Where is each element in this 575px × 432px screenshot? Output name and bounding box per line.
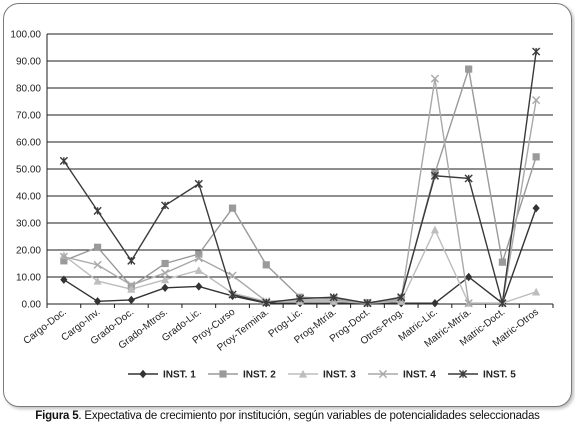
data-point <box>430 171 440 180</box>
data-point <box>465 65 473 73</box>
legend-label: INST. 3 <box>323 370 356 381</box>
data-point <box>195 250 203 258</box>
data-point <box>363 299 372 308</box>
y-tick-label: 90.00 <box>16 57 41 68</box>
caption-text: . Expectativa de crecimiento por institu… <box>78 410 540 422</box>
grid-lines <box>47 33 553 305</box>
data-point <box>431 298 439 308</box>
data-point <box>532 203 540 213</box>
data-point <box>262 298 271 307</box>
data-point <box>160 268 170 278</box>
data-point <box>160 201 170 210</box>
data-point <box>127 295 135 305</box>
data-point <box>194 179 203 188</box>
series-4 <box>59 74 541 308</box>
data-point <box>532 96 541 105</box>
data-point <box>160 275 170 284</box>
data-point <box>295 294 305 303</box>
line-chart: 0.00 10.00 20.00 30.00 40.00 50.00 60.00 70.00 8… <box>10 30 554 381</box>
legend-label: INST. 5 <box>483 370 516 381</box>
data-point <box>194 266 203 274</box>
legend-marker <box>298 369 308 378</box>
data-point <box>498 258 506 266</box>
data-point <box>59 156 68 165</box>
data-point <box>464 174 473 183</box>
y-tick-label: 0.00 <box>22 300 42 311</box>
data-point <box>397 293 406 302</box>
series-2 <box>60 65 540 307</box>
data-point <box>195 282 203 291</box>
data-point <box>59 252 68 261</box>
data-point <box>498 299 507 308</box>
legend-marker <box>139 369 147 379</box>
legend-item: INST. 2 <box>208 370 276 381</box>
series-5 <box>59 47 541 308</box>
legend-item: INST. 1 <box>128 370 196 381</box>
legend-label: INST. 1 <box>163 370 196 381</box>
data-point <box>161 283 169 292</box>
data-point <box>93 276 102 285</box>
legend-marker <box>219 370 227 378</box>
chart-frame <box>3 3 572 407</box>
legend-label: INST. 2 <box>243 370 276 381</box>
y-tick-label: 50.00 <box>16 165 41 176</box>
data-point <box>329 293 338 302</box>
legend-marker <box>378 369 388 379</box>
data-point <box>430 74 440 83</box>
y-tick-label: 20.00 <box>16 246 41 257</box>
y-tick-label: 70.00 <box>16 111 41 122</box>
data-point <box>127 256 136 265</box>
y-tick-label: 60.00 <box>16 138 41 149</box>
data-point <box>464 299 473 308</box>
data-point <box>161 259 169 268</box>
legend-item: INST. 3 <box>288 370 356 381</box>
legend-item: INST. 4 <box>368 370 436 381</box>
data-point <box>60 257 68 265</box>
data-point <box>228 290 237 299</box>
legend-marker <box>458 369 468 379</box>
data-point <box>262 261 270 269</box>
data-point <box>228 271 237 280</box>
y-axis: 0.00 10.00 20.00 30.00 40.00 50.00 60.00 70.00 8… <box>10 30 48 311</box>
data-point <box>532 47 541 56</box>
caption-label: Figura 5 <box>35 410 79 422</box>
legend-label: INST. 4 <box>403 370 436 381</box>
series-line <box>63 78 537 304</box>
data-point <box>93 260 102 269</box>
y-tick-label: 10.00 <box>16 273 41 284</box>
series-line <box>63 68 537 304</box>
data-point <box>532 287 541 296</box>
x-axis: Cargo-Doc.Cargo-Inv.Grado-Doc.Grado-Mtro… <box>22 303 554 354</box>
data-point <box>94 243 102 251</box>
y-tick-label: 80.00 <box>16 84 41 95</box>
series-group <box>59 47 541 308</box>
data-point <box>94 297 102 306</box>
data-point <box>532 153 540 161</box>
y-tick-label: 40.00 <box>16 192 41 203</box>
data-point <box>228 204 237 212</box>
data-point <box>194 254 203 263</box>
series-line <box>63 51 537 304</box>
y-tick-label: 30.00 <box>16 219 41 230</box>
y-tick-label: 100.00 <box>10 30 41 41</box>
legend: INST. 1 INST. 2 INST. 3 INST. 4 INST. 5 <box>128 370 516 381</box>
data-point <box>127 281 136 290</box>
x-tick-label: Cargo-Doc. <box>22 307 69 347</box>
data-point <box>430 225 440 234</box>
figure-caption: Figura 5. Expectativa de crecimiento por… <box>0 410 575 422</box>
data-point <box>127 285 136 293</box>
legend-item: INST. 5 <box>448 370 516 381</box>
data-point <box>93 206 102 215</box>
data-point <box>465 272 473 282</box>
data-point <box>60 275 68 284</box>
